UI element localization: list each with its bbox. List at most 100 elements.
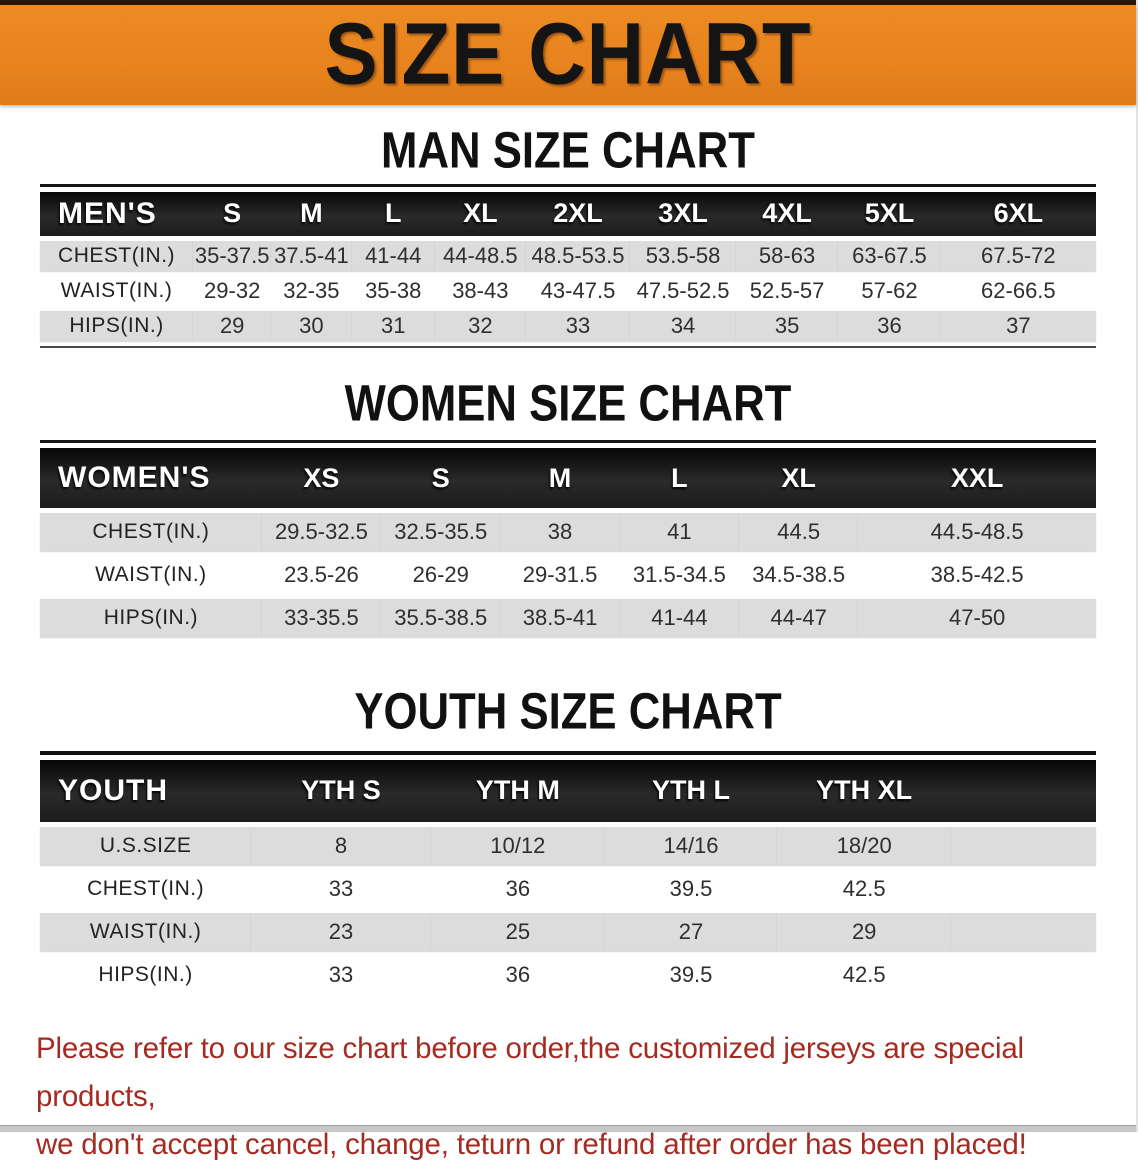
- table-cell: 33: [251, 955, 431, 994]
- table-cell: 37: [940, 310, 1096, 341]
- top-border-strip: [0, 0, 1136, 5]
- table-cell: 67.5-72: [940, 240, 1096, 271]
- table-cell: 43-47.5: [525, 275, 631, 306]
- women-col-header: S: [381, 448, 501, 509]
- women-size-table: WOMEN'S XS S M L XL XXL CHEST(IN.) 29.5-…: [40, 443, 1096, 642]
- youth-col-header: YTH XL: [777, 759, 952, 822]
- table-cell: 32-35: [271, 275, 352, 306]
- table-cell: 57-62: [838, 275, 941, 306]
- empty-cell: [951, 826, 1096, 865]
- men-section-heading: MAN SIZE CHART: [381, 121, 755, 179]
- table-cell: 53.5-58: [630, 240, 736, 271]
- empty-cell: [951, 759, 1096, 822]
- table-cell: 32: [434, 310, 526, 341]
- men-chest-row: CHEST(IN.) 35-37.5 37.5-41 41-44 44-48.5…: [40, 240, 1096, 271]
- men-col-header: XL: [434, 191, 526, 236]
- women-col-header: XS: [261, 448, 382, 509]
- table-cell: 36: [430, 869, 605, 908]
- table-cell: 44-48.5: [434, 240, 526, 271]
- men-hips-row: HIPS(IN.) 29 30 31 32 33 34 35 36 37: [40, 310, 1096, 341]
- women-col-header: M: [500, 448, 620, 509]
- banner-title: SIZE CHART: [324, 6, 812, 103]
- table-cell: 18/20: [777, 826, 952, 865]
- empty-cell: [951, 869, 1096, 908]
- bottom-border-strip: [0, 1125, 1136, 1132]
- table-cell: 39.5: [604, 955, 778, 994]
- youth-col-header: YTH M: [430, 759, 605, 822]
- men-corner-label: MEN'S: [40, 191, 194, 236]
- youth-section-heading: YOUTH SIZE CHART: [354, 682, 782, 740]
- women-waist-row: WAIST(IN.) 23.5-26 26-29 29-31.5 31.5-34…: [40, 556, 1096, 595]
- women-hips-row: HIPS(IN.) 33-35.5 35.5-38.5 38.5-41 41-4…: [40, 599, 1096, 638]
- youth-ussize-row: U.S.SIZE 8 10/12 14/16 18/20: [40, 826, 1096, 865]
- table-cell: 47-50: [858, 599, 1096, 638]
- table-cell: 29.5-32.5: [261, 513, 382, 552]
- table-cell: 36: [430, 955, 605, 994]
- table-cell: 35: [735, 310, 839, 341]
- table-cell: 38.5-41: [500, 599, 620, 638]
- table-cell: 41-44: [619, 599, 740, 638]
- table-cell: 44.5-48.5: [858, 513, 1096, 552]
- row-label: CHEST(IN.): [40, 869, 252, 908]
- table-cell: 23: [251, 912, 431, 951]
- table-cell: 33-35.5: [261, 599, 382, 638]
- youth-size-table-container: YOUTH YTH S YTH M YTH L YTH XL U.S.SIZE …: [40, 750, 1096, 999]
- table-cell: 52.5-57: [735, 275, 839, 306]
- table-cell: 39.5: [604, 869, 778, 908]
- size-chart-banner: SIZE CHART: [0, 5, 1136, 105]
- women-chest-row: CHEST(IN.) 29.5-32.5 32.5-35.5 38 41 44.…: [40, 513, 1096, 552]
- row-label: WAIST(IN.): [40, 556, 262, 595]
- men-col-header: 4XL: [735, 191, 839, 236]
- table-cell: 8: [251, 826, 431, 865]
- table-cell: 31.5-34.5: [619, 556, 740, 595]
- men-col-header: L: [351, 191, 435, 236]
- men-waist-row: WAIST(IN.) 29-32 32-35 35-38 38-43 43-47…: [40, 275, 1096, 306]
- table-cell: 30: [271, 310, 352, 341]
- table-cell: 44.5: [739, 513, 859, 552]
- women-header-row: WOMEN'S XS S M L XL XXL: [40, 448, 1096, 509]
- youth-col-header: YTH S: [251, 759, 431, 822]
- empty-cell: [951, 955, 1096, 994]
- youth-chest-row: CHEST(IN.) 33 36 39.5 42.5: [40, 869, 1096, 908]
- table-cell: 26-29: [381, 556, 501, 595]
- table-cell: 29: [777, 912, 952, 951]
- order-policy-line-1: Please refer to our size chart before or…: [36, 1031, 1024, 1113]
- men-col-header: M: [271, 191, 352, 236]
- order-policy-note: Please refer to our size chart before or…: [36, 1025, 1116, 1169]
- men-col-header: 2XL: [525, 191, 631, 236]
- table-cell: 29: [193, 310, 272, 341]
- row-label: HIPS(IN.): [40, 955, 252, 994]
- men-col-header: S: [193, 191, 272, 236]
- table-cell: 62-66.5: [940, 275, 1096, 306]
- women-size-table-container: WOMEN'S XS S M L XL XXL CHEST(IN.) 29.5-…: [40, 440, 1096, 642]
- table-cell: 29-32: [193, 275, 272, 306]
- row-label: CHEST(IN.): [40, 240, 194, 271]
- table-cell: 41: [619, 513, 740, 552]
- men-col-header: 5XL: [838, 191, 941, 236]
- row-label: CHEST(IN.): [40, 513, 262, 552]
- row-label: HIPS(IN.): [40, 599, 262, 638]
- table-cell: 42.5: [777, 869, 952, 908]
- table-cell: 47.5-52.5: [630, 275, 736, 306]
- youth-header-row: YOUTH YTH S YTH M YTH L YTH XL: [40, 759, 1096, 822]
- table-cell: 36: [838, 310, 941, 341]
- women-col-header: L: [619, 448, 740, 509]
- row-label: U.S.SIZE: [40, 826, 252, 865]
- table-cell: 14/16: [604, 826, 778, 865]
- youth-waist-row: WAIST(IN.) 23 25 27 29: [40, 912, 1096, 951]
- men-size-table-container: MEN'S S M L XL 2XL 3XL 4XL 5XL 6XL CHEST…: [40, 183, 1096, 348]
- table-cell: 33: [251, 869, 431, 908]
- youth-corner-label: YOUTH: [40, 759, 252, 822]
- table-cell: 48.5-53.5: [525, 240, 631, 271]
- women-col-header: XXL: [858, 448, 1096, 509]
- table-cell: 35-37.5: [193, 240, 272, 271]
- table-cell: 32.5-35.5: [381, 513, 501, 552]
- table-cell: 63-67.5: [838, 240, 941, 271]
- row-label: WAIST(IN.): [40, 912, 252, 951]
- women-col-header: XL: [739, 448, 859, 509]
- table-cell: 58-63: [735, 240, 839, 271]
- men-header-row: MEN'S S M L XL 2XL 3XL 4XL 5XL 6XL: [40, 191, 1096, 236]
- women-corner-label: WOMEN'S: [40, 448, 262, 509]
- women-section-heading: WOMEN SIZE CHART: [344, 373, 792, 432]
- table-cell: 35-38: [351, 275, 435, 306]
